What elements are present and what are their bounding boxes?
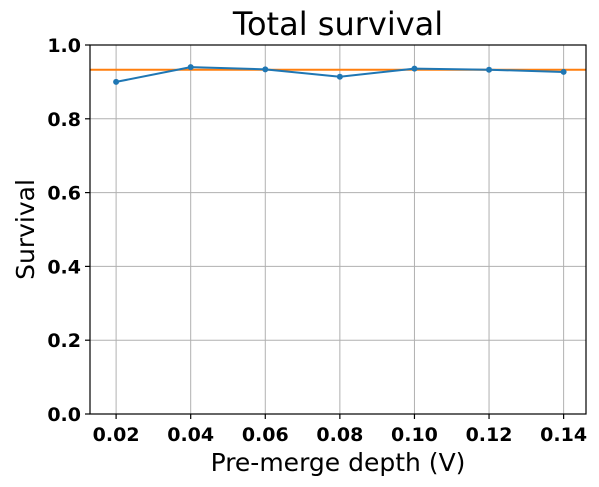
x-axis-label: Pre-merge depth (V)	[211, 448, 466, 477]
grid	[90, 44, 586, 415]
y-tick-label: 0.8	[47, 109, 81, 131]
chart-title: Total survival	[232, 5, 443, 43]
data-point	[187, 64, 194, 71]
data-point	[560, 68, 567, 75]
data-point	[336, 73, 343, 80]
x-tick-label: 0.08	[316, 424, 363, 446]
x-tick-label: 0.10	[391, 424, 438, 446]
data-point	[262, 66, 269, 73]
y-axis-label: Survival	[11, 179, 40, 280]
series-layer	[113, 64, 567, 85]
y-tick-label: 0.2	[47, 330, 81, 352]
y-tick-label: 0.4	[47, 256, 81, 278]
y-tick-label: 0.6	[47, 183, 81, 205]
data-point	[411, 65, 418, 72]
plot-frame	[89, 44, 587, 415]
x-tick-label: 0.06	[242, 424, 289, 446]
x-tick-label: 0.04	[167, 424, 214, 446]
data-point	[113, 78, 120, 85]
ticks: 0.02 0.04 0.06 0.08 0.10 0.12 0.14 0.0 0.2 0.4 0.6…	[47, 35, 587, 446]
x-tick-label: 0.02	[93, 424, 140, 446]
x-tick-label: 0.12	[466, 424, 513, 446]
data-point	[486, 66, 493, 73]
x-tick-label: 0.14	[540, 424, 587, 446]
y-tick-label: 0.0	[47, 404, 81, 426]
y-tick-label: 1.0	[47, 35, 81, 57]
